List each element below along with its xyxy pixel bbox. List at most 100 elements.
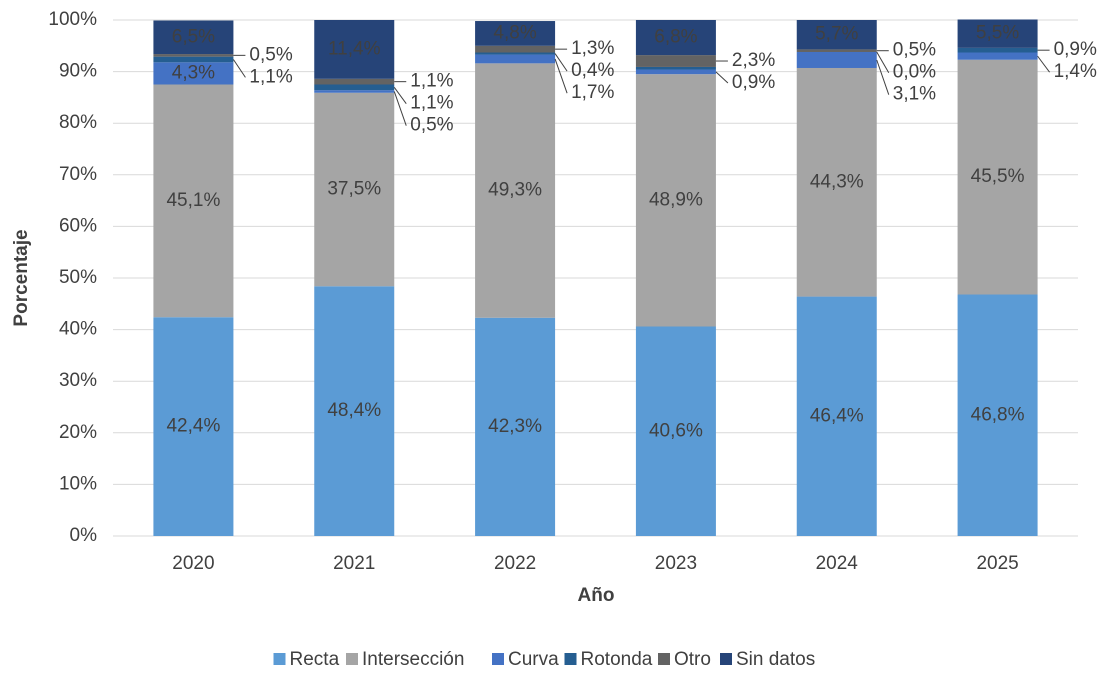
data-label: 1,1% [410, 71, 453, 92]
leader-line [393, 91, 407, 126]
data-label: 11,4% [328, 38, 381, 59]
data-label: 0,4% [571, 60, 614, 81]
data-label: 45,5% [971, 166, 1025, 187]
y-tick-label: 70% [59, 164, 97, 185]
x-tick-label: 2022 [494, 553, 536, 574]
bar-segment [796, 51, 877, 68]
y-tick-label: 100% [48, 9, 97, 30]
x-tick-label: 2023 [655, 553, 697, 574]
legend-swatch [720, 653, 732, 665]
bar-segment [314, 92, 395, 287]
legend-label: Rotonda [581, 649, 653, 670]
data-label: 5,7% [815, 24, 858, 45]
legend-label: Intersección [362, 649, 464, 670]
legend-swatch [273, 653, 286, 665]
y-tick-label: 80% [59, 112, 97, 133]
bar-segment [635, 326, 716, 536]
leader-line [876, 59, 890, 95]
x-tick-label: 2021 [333, 553, 375, 574]
bar-segment [957, 47, 1038, 53]
legend-label: Otro [674, 649, 711, 670]
leader-line [715, 71, 729, 84]
data-label: 0,9% [732, 72, 775, 93]
bar-segment [153, 54, 234, 57]
bar-segment [796, 49, 877, 52]
bar-segment [475, 45, 556, 53]
y-axis-title: Porcentaje [11, 229, 32, 326]
data-label: 49,3% [488, 180, 542, 201]
legend-swatch [492, 653, 504, 665]
x-tick-label: 2025 [976, 553, 1018, 574]
data-label: 6,5% [172, 26, 215, 47]
y-tick-label: 50% [59, 267, 97, 288]
legend-swatch [564, 653, 577, 665]
bar-segment [957, 59, 1038, 295]
legend-label: Curva [508, 649, 559, 670]
data-label: 44,3% [810, 171, 864, 192]
bar-segment [796, 296, 877, 536]
data-label: 0,9% [1054, 39, 1097, 60]
legend-swatch [346, 653, 358, 665]
bar-segment [957, 52, 1038, 60]
y-tick-label: 20% [59, 422, 97, 443]
x-axis-title: Año [578, 585, 615, 606]
data-label: 4,8% [493, 22, 536, 43]
bar-segment [635, 66, 716, 70]
legend-swatch [658, 653, 670, 665]
data-label: 5,5% [976, 23, 1019, 44]
bar-segment [957, 19, 1038, 48]
y-tick-label: 10% [59, 473, 97, 494]
bar-segment [635, 74, 716, 327]
bar-segment [153, 84, 234, 318]
bar-segment [153, 317, 234, 536]
data-label: 2,3% [732, 50, 775, 71]
data-label: 1,1% [410, 93, 453, 114]
data-label: 42,4% [166, 416, 220, 437]
x-tick-label: 2020 [172, 553, 214, 574]
bar-segment [153, 62, 234, 85]
bar-segment [475, 54, 556, 64]
legend-label: Sin datos [736, 649, 815, 670]
leader-line [1037, 55, 1050, 73]
bar-segment [153, 20, 234, 55]
bar-segment [314, 90, 395, 93]
bar-segment [314, 286, 395, 536]
bar-segment [635, 55, 716, 67]
bar-segment [314, 84, 395, 91]
legend-label: Recta [290, 649, 340, 670]
data-label: 3,1% [893, 84, 936, 105]
data-label: 48,9% [649, 189, 703, 210]
leader-line [554, 58, 568, 94]
data-label: 46,4% [810, 405, 864, 426]
data-label: 1,7% [571, 82, 614, 103]
data-label: 1,1% [249, 66, 292, 87]
bar-segment [796, 67, 877, 297]
data-label: 37,5% [327, 179, 381, 200]
bar-segment [475, 317, 556, 536]
x-tick-label: 2024 [816, 553, 859, 574]
bar-segment [314, 78, 395, 85]
data-label: 0,5% [249, 44, 292, 65]
bar-segment [957, 294, 1038, 536]
leader-line [554, 53, 568, 72]
data-label: 0,5% [410, 115, 453, 136]
y-tick-label: 90% [59, 61, 97, 82]
data-label: 1,3% [571, 38, 614, 59]
data-label: 0,5% [893, 40, 936, 61]
leader-line [876, 51, 890, 73]
data-label: 0,0% [893, 62, 936, 83]
leader-line [393, 87, 407, 104]
data-label: 48,4% [327, 400, 381, 421]
data-label: 46,8% [971, 404, 1025, 425]
leader-line [233, 59, 246, 78]
data-label: 1,4% [1054, 61, 1097, 82]
y-tick-label: 0% [70, 525, 98, 546]
y-tick-label: 30% [59, 370, 97, 391]
bar-segment [635, 20, 716, 56]
y-tick-label: 40% [59, 319, 97, 340]
data-label: 6,8% [654, 27, 697, 48]
data-label: 45,1% [166, 190, 220, 211]
bar-segment [475, 21, 556, 46]
y-tick-label: 60% [59, 215, 97, 236]
